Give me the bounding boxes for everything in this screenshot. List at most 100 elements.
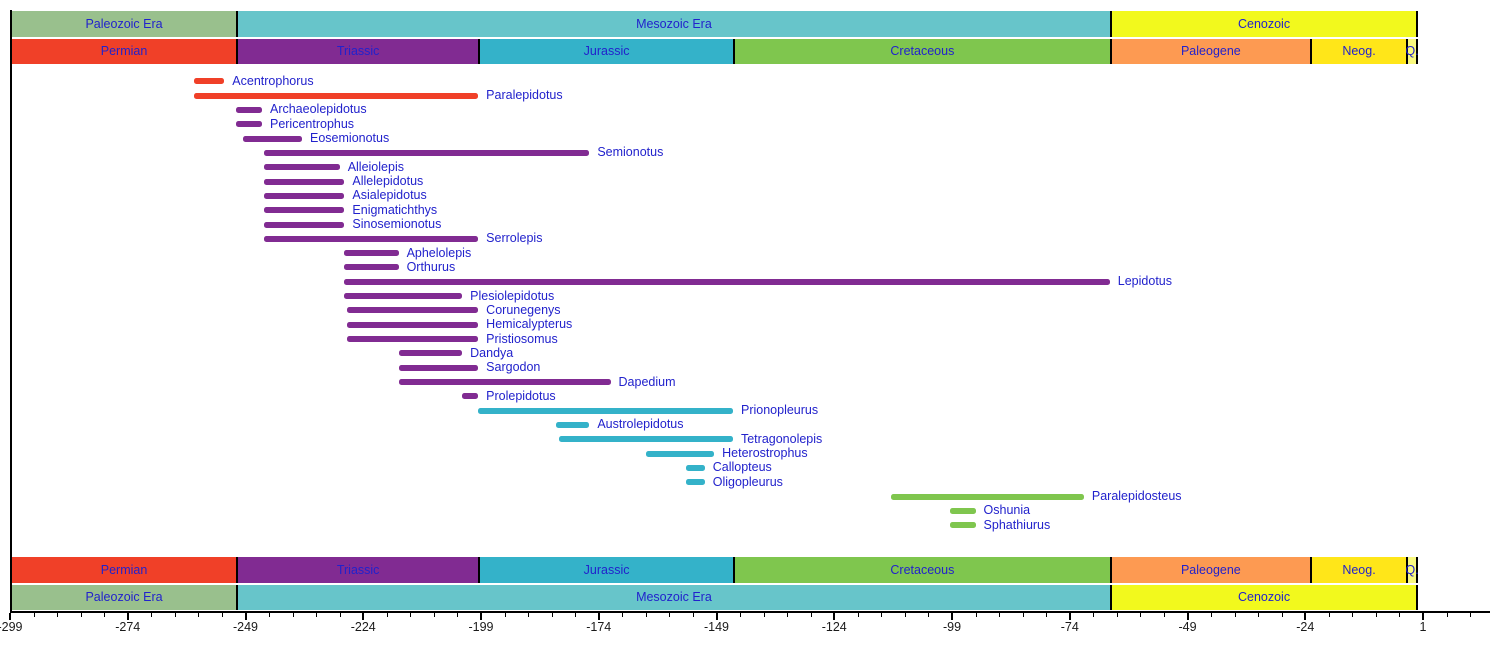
taxon-label: Paralepidosteus [1091, 489, 1182, 504]
axis-minor-tick [316, 613, 318, 617]
taxon-label: Tetragonolepis [740, 431, 823, 446]
axis-minor-tick [1328, 613, 1330, 617]
era-label: Cenozoic [1237, 16, 1291, 31]
period-label: Jurassic [583, 44, 630, 59]
axis-minor-tick [57, 613, 59, 617]
axis-minor-tick [692, 613, 694, 617]
axis-major-tick [951, 613, 953, 620]
taxon-label: Prolepidotus [486, 388, 556, 403]
axis-minor-tick [410, 613, 412, 617]
taxon-label: Enigmatichthys [352, 202, 438, 217]
taxon-range-bar-eosemionotus [243, 135, 303, 142]
axis-minor-tick [787, 613, 789, 617]
era-cell-paleozoic-era: Paleozoic Era [10, 585, 237, 610]
axis-tick-label: -24 [1296, 620, 1315, 634]
taxon-label: Austrolepidotus [597, 417, 684, 432]
axis-minor-tick [1163, 613, 1165, 617]
axis-minor-tick [1258, 613, 1260, 617]
period-label: Paleogene [1180, 562, 1241, 577]
period-cell-triassic: Triassic [236, 39, 479, 64]
taxon-label: Paralepidotus [486, 88, 563, 103]
taxon-range-bar-semionotus [264, 149, 590, 156]
axis-major-tick [597, 613, 600, 620]
taxon-label: Acentrophorus [232, 73, 314, 88]
axis-major-tick [833, 613, 836, 620]
period-band-top: Permian Triassic Jurassic Cretaceous Paleoge… [0, 39, 1500, 64]
taxon-range-bar-dapedium [398, 379, 611, 386]
period-cell-paleogene: Paleogene [1109, 557, 1310, 583]
axis-minor-tick [928, 613, 930, 617]
axis-minor-tick [1281, 613, 1283, 617]
taxon-label: Orthurus [406, 259, 456, 274]
taxon-range-bar-heterostrophus [645, 450, 715, 457]
taxon-label: Callopteus [712, 460, 772, 475]
axis-minor-tick [221, 613, 223, 617]
taxon-range-bar-asialepidotus [264, 192, 345, 199]
taxon-range-bar-allelepidotus [264, 178, 345, 185]
era-cell-cenozoic: Cenozoic [1109, 11, 1419, 37]
era-cell-mesozoic-era: Mesozoic Era [236, 585, 1110, 610]
era-label: Cenozoic [1237, 590, 1291, 605]
taxon-range-bar-prionopleurus [478, 407, 733, 414]
axis-major-tick [1186, 613, 1189, 620]
axis-minor-tick [1399, 613, 1401, 617]
axis-major-tick [715, 613, 718, 620]
period-cell-jurassic: Jurassic [478, 557, 733, 583]
axis-minor-tick [528, 613, 530, 617]
axis-minor-tick [1352, 613, 1354, 617]
axis-minor-tick [622, 613, 624, 617]
axis-minor-tick [1234, 613, 1236, 617]
period-label: Jurassic [583, 562, 630, 577]
axis-minor-tick [104, 613, 106, 617]
axis-major-tick [480, 613, 482, 620]
axis-minor-tick [1022, 613, 1024, 617]
taxon-range-bar-orthurus [344, 264, 399, 271]
period-label: Paleogene [1180, 44, 1241, 59]
era-band-bottom: Paleozoic Era Mesozoic Era Cenozoic [0, 585, 1500, 610]
axis-major-tick [1068, 613, 1071, 620]
axis-minor-tick [1470, 613, 1472, 617]
period-label: Cretaceous [890, 44, 955, 59]
taxon-label: Archaeolepidotus [269, 102, 367, 117]
axis-tick-label: -49 [1178, 620, 1197, 634]
axis-minor-tick [1140, 613, 1142, 617]
taxon-range-bar-enigmatichthys [264, 207, 345, 214]
taxon-range-bar-pericentrophus [236, 121, 262, 128]
taxon-label: Plesiolepidotus [470, 288, 555, 303]
axis-minor-tick [33, 613, 35, 617]
period-cell-jurassic: Jurassic [478, 39, 733, 64]
axis-minor-tick [810, 613, 812, 617]
axis-minor-tick [1116, 613, 1118, 617]
period-label: Triassic [336, 562, 380, 577]
period-cell-permian: Permian [10, 557, 237, 583]
taxon-range-bar-paralepidosteus [890, 493, 1084, 500]
taxon-range-bar-callopteus [685, 464, 705, 471]
taxon-label: Pristiosomus [486, 331, 558, 346]
axis-tick-label: -99 [942, 620, 962, 634]
taxon-range-bar-corunegenys [346, 307, 479, 314]
era-label: Paleozoic Era [85, 16, 163, 31]
axis-tick-label: -74 [1060, 620, 1079, 634]
period-label: Cretaceous [890, 562, 955, 577]
taxon-range-bar-serrolepis [264, 235, 479, 242]
period-cell-q: Q. [1406, 39, 1419, 64]
axis-tick-label: -174 [586, 620, 612, 634]
taxon-label: Eosemionotus [310, 131, 390, 146]
axis-minor-tick [504, 613, 506, 617]
axis-tick-label: -199 [468, 620, 494, 634]
taxon-range-bar-oshunia [949, 507, 976, 514]
taxon-label: Hemicalypterus [486, 317, 573, 332]
axis-minor-tick [457, 613, 459, 617]
taxon-label: Alleiolepis [347, 159, 404, 174]
taxon-label: Sargodon [486, 360, 541, 375]
axis-tick-label: -149 [703, 620, 730, 634]
period-cell-q: Q. [1405, 557, 1419, 583]
axis-minor-tick [269, 613, 271, 617]
axis-minor-tick [669, 613, 671, 617]
taxon-range-bar-pristiosomus [346, 336, 479, 343]
axis-tick-label: -124 [821, 620, 847, 634]
period-cell-cretaceous: Cretaceous [732, 557, 1110, 583]
taxon-range-bar-aphelolepis [344, 250, 399, 257]
period-label: Q. [1405, 562, 1419, 577]
taxon-label: Pericentrophus [269, 116, 355, 131]
